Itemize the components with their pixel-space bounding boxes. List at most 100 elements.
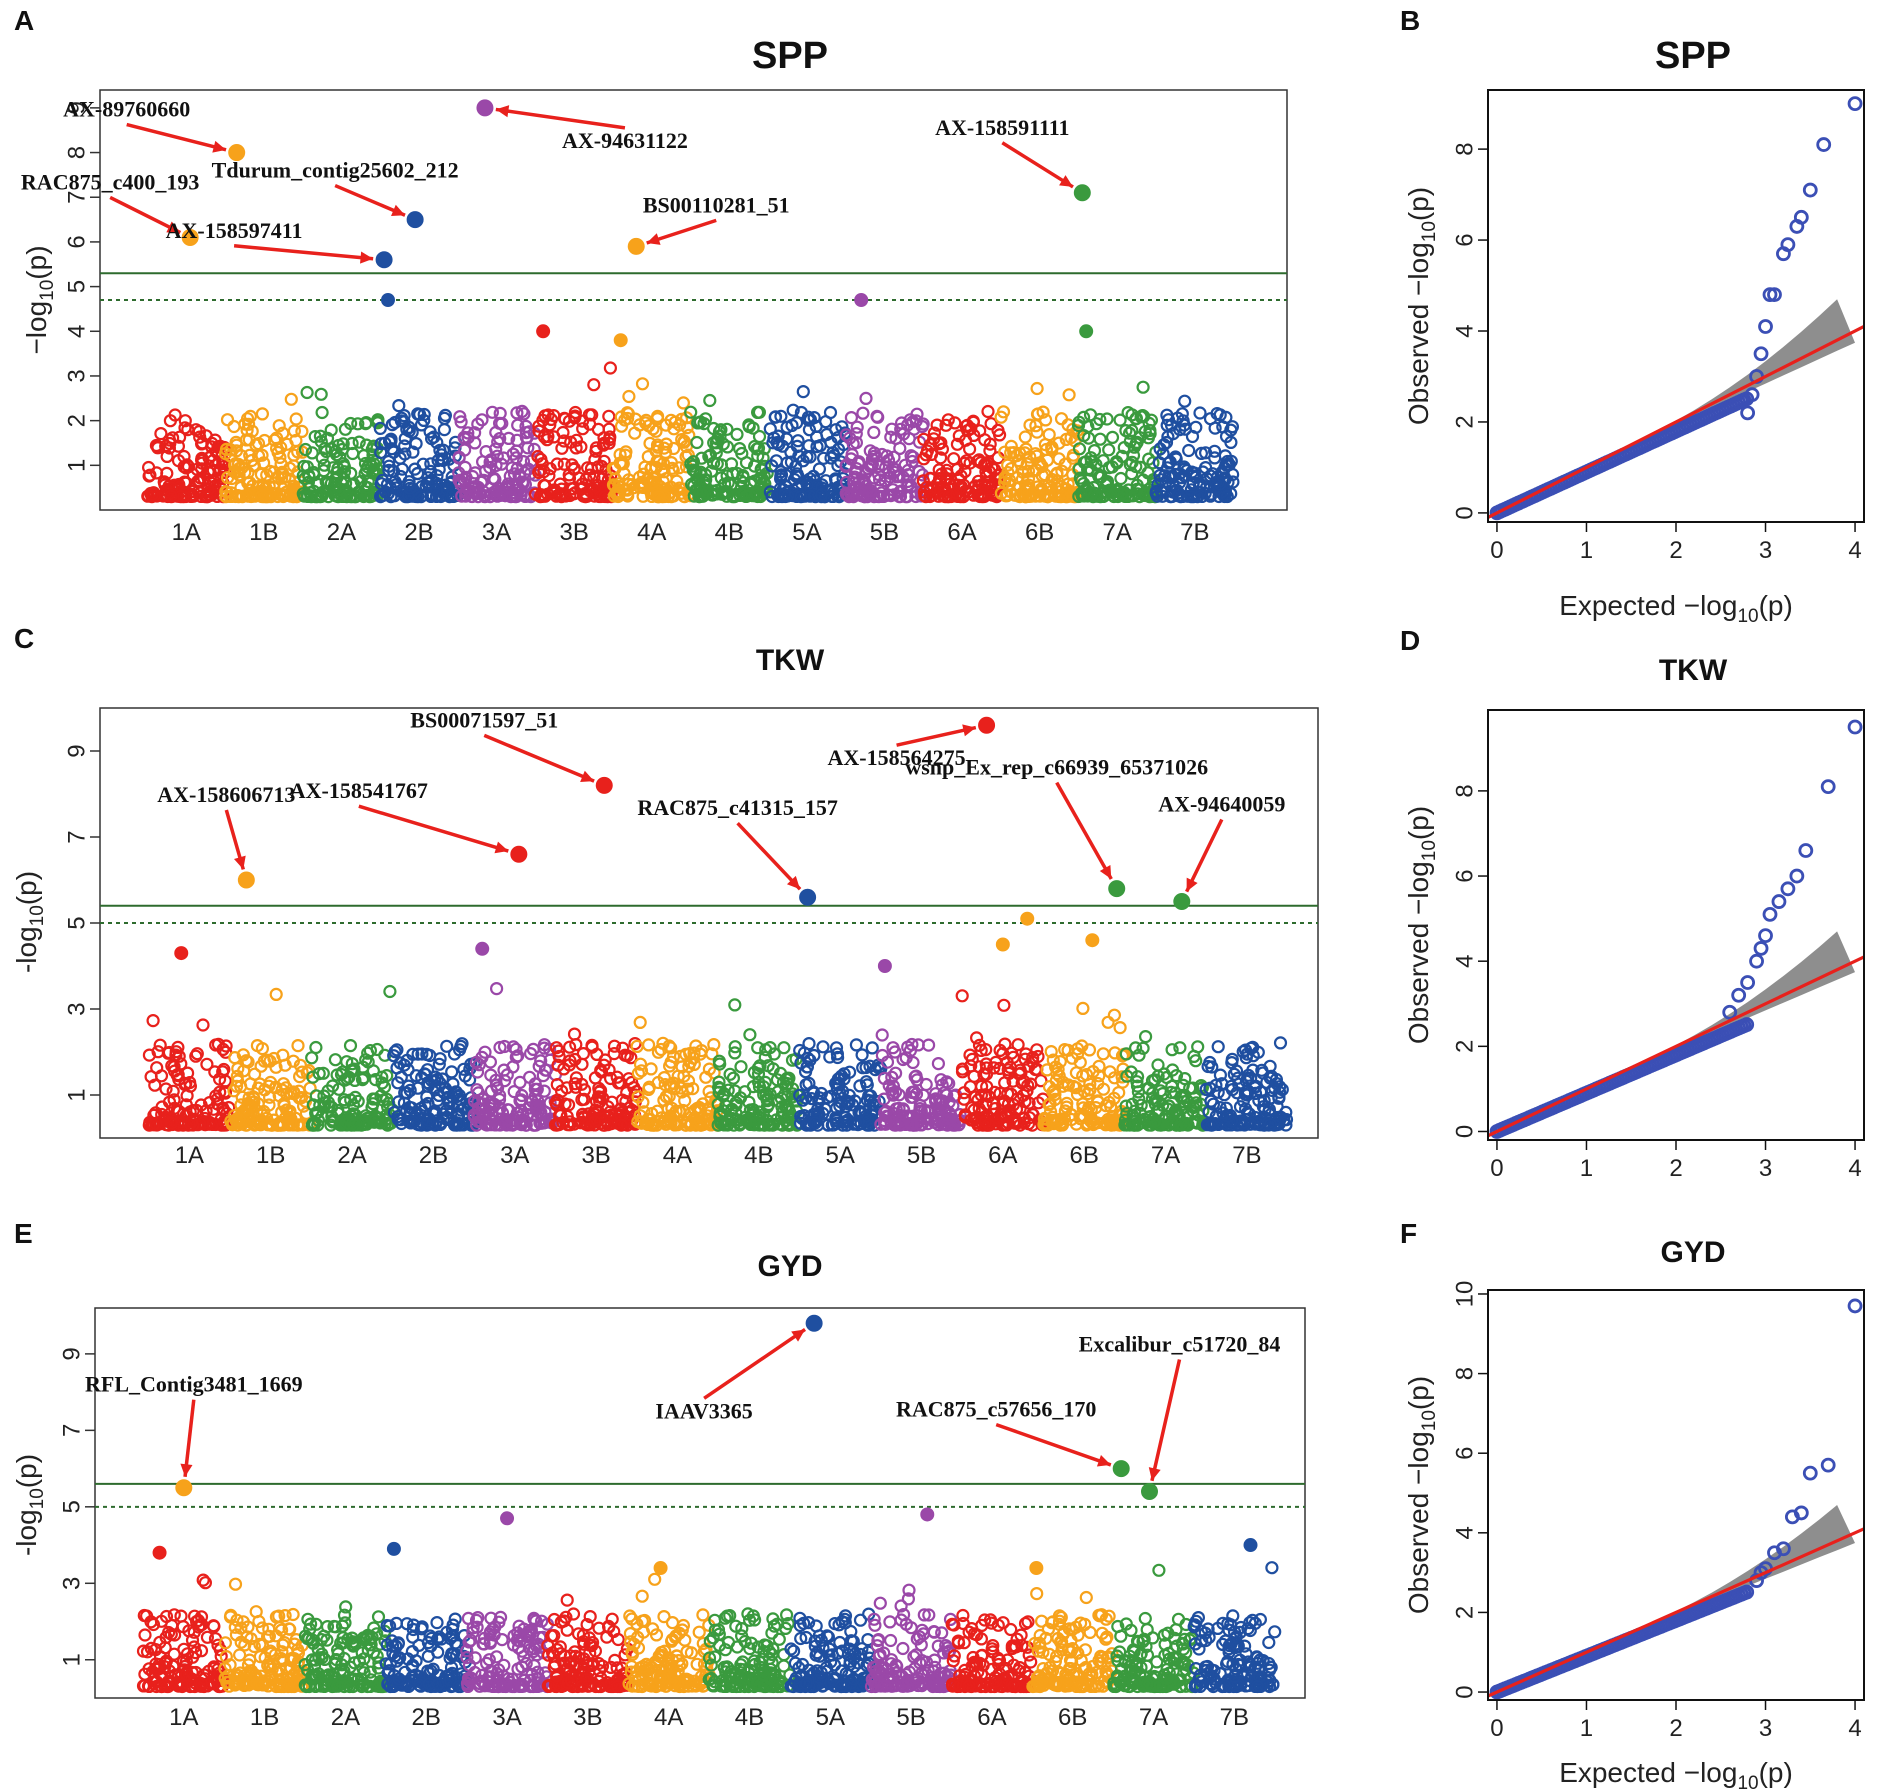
- snp-point: [867, 446, 882, 460]
- snp-point: [220, 413, 235, 427]
- chromosome-label: 6B: [1070, 1142, 1099, 1169]
- snp-point: [786, 403, 800, 417]
- suggestive-snp: [613, 333, 628, 348]
- snp-marker-label: AX-94640059: [1158, 792, 1285, 817]
- snp-point: [635, 1589, 649, 1603]
- snp-point: [568, 411, 582, 425]
- suggestive-snp: [475, 941, 490, 956]
- snp-point: [620, 406, 634, 420]
- snp-point: [440, 1039, 454, 1053]
- snp-point: [363, 456, 377, 470]
- snp-point: [296, 487, 310, 501]
- snp-point: [308, 430, 322, 444]
- snp-points-A: [141, 361, 1240, 504]
- snp-point: [414, 418, 429, 432]
- snp-point: [270, 431, 284, 445]
- chromosome-label: 2B: [419, 1142, 448, 1169]
- snp-point: [471, 480, 485, 494]
- chart-title-A: SPP: [752, 35, 828, 77]
- snp-point: [435, 452, 449, 466]
- snp-point: [543, 462, 557, 476]
- snp-point: [594, 489, 608, 504]
- snp-point: [650, 438, 665, 452]
- chromosome-label: 2B: [404, 519, 433, 546]
- snp-point: [768, 410, 782, 424]
- snp-point: [1062, 388, 1076, 402]
- snp-point: [591, 460, 605, 474]
- snp-point: [437, 411, 452, 425]
- snp-point: [248, 1067, 262, 1081]
- y-tick-label: 5: [63, 280, 90, 293]
- snp-point: [772, 437, 786, 452]
- snp-marker-label: wsnp_Ex_rep_c66939_65371026: [905, 755, 1208, 780]
- snp-point: [1113, 413, 1127, 427]
- significant-snp: [1173, 893, 1191, 910]
- snp-point: [191, 474, 205, 488]
- snp-point: [880, 488, 895, 502]
- snp-point: [423, 425, 437, 439]
- snp-point: [276, 488, 290, 502]
- snp-point: [620, 483, 634, 497]
- chromosome-label: 4A: [663, 1142, 692, 1169]
- annotation-arrow: [358, 804, 509, 853]
- snp-point: [787, 487, 801, 501]
- snp-point: [809, 419, 823, 433]
- snp-point: [746, 421, 760, 435]
- snp-point: [174, 489, 188, 503]
- snp-point: [848, 470, 862, 484]
- snp-point: [703, 393, 717, 408]
- snp-point: [195, 456, 209, 470]
- snp-point: [789, 489, 804, 503]
- snp-point: [867, 425, 881, 439]
- snp-point: [693, 416, 707, 430]
- snp-point: [402, 420, 416, 434]
- snp-point: [231, 465, 245, 479]
- snp-point: [504, 490, 518, 504]
- snp-point: [154, 427, 168, 441]
- snp-point: [511, 418, 525, 432]
- snp-point: [955, 989, 969, 1003]
- snp-point: [351, 417, 365, 431]
- snp-marker-label: BS00110281_51: [643, 192, 790, 217]
- snp-point: [160, 449, 174, 463]
- snp-point: [863, 459, 877, 473]
- snp-point: [843, 431, 857, 445]
- snp-point: [295, 424, 309, 438]
- snp-point: [812, 462, 827, 476]
- snp-point: [749, 487, 763, 501]
- chromosome-label: 6B: [1025, 519, 1054, 546]
- snp-points-E: [136, 1561, 1282, 1694]
- y-tick-label: 3: [63, 369, 90, 382]
- snp-point: [602, 433, 617, 447]
- snp-point: [560, 1593, 574, 1607]
- snp-point: [947, 452, 961, 466]
- snp-point: [178, 421, 192, 435]
- snp-point: [200, 1057, 214, 1071]
- snp-point: [765, 459, 779, 473]
- snp-point: [779, 480, 793, 494]
- snp-point: [373, 421, 387, 435]
- snp-point: [394, 414, 408, 428]
- snp-marker-label: Tdurum_contig25602_212: [212, 158, 459, 183]
- snp-point: [360, 488, 374, 503]
- snp-point: [421, 1649, 435, 1663]
- snp-point: [178, 414, 192, 428]
- snp-point: [337, 459, 351, 473]
- snp-point: [374, 437, 388, 451]
- snp-marker-label: AX-89760660: [63, 97, 190, 122]
- snp-point: [1113, 1020, 1127, 1035]
- snp-point: [254, 489, 269, 504]
- snp-point: [1178, 394, 1192, 408]
- snp-point: [555, 482, 569, 496]
- snp-point: [867, 471, 882, 485]
- snp-point: [650, 409, 665, 423]
- snp-point: [703, 448, 718, 462]
- chromosome-label: 7A: [1103, 519, 1132, 546]
- snp-point: [546, 484, 560, 498]
- snp-point: [896, 427, 911, 441]
- snp-point: [711, 432, 725, 446]
- snp-point: [519, 419, 533, 433]
- snp-point: [255, 407, 269, 421]
- suggestive-snp: [536, 324, 551, 339]
- snp-point: [313, 429, 327, 443]
